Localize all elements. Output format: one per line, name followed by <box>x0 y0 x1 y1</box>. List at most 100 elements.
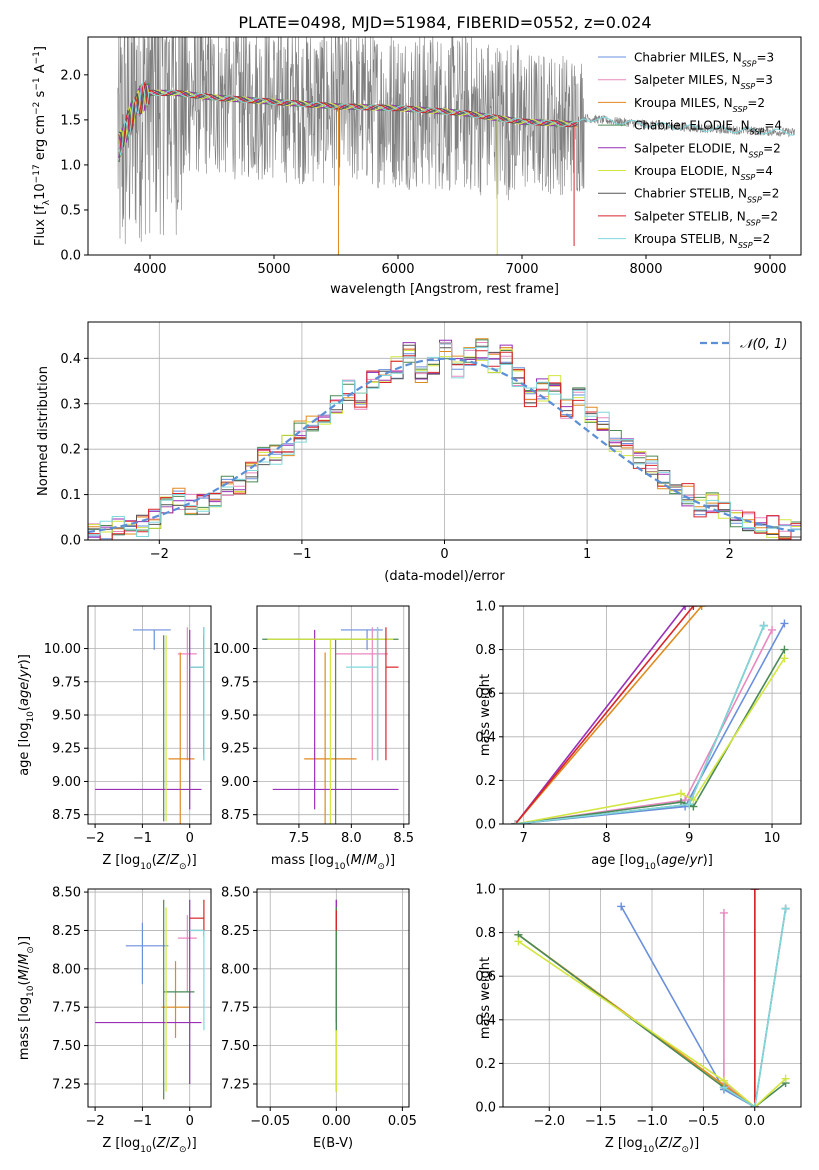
y-tick-label: 8.00 <box>221 962 250 977</box>
legend-entry: Kroupa ELODIE, NSSP=4 <box>634 164 773 182</box>
x-tick-label: −1 <box>292 547 311 562</box>
x-tick-label: −1 <box>133 831 152 846</box>
label-part: Z <box>672 1136 683 1151</box>
figure-title: PLATE=0498, MJD=51984, FIBERID=0552, z=0… <box>238 13 651 32</box>
y-tick-label: 7.75 <box>221 1001 250 1016</box>
y-tick-label: 2.0 <box>60 68 81 83</box>
panel-7: −0.05 0.00 0.05 7.25 7.50 7.75 8.00 8.25 8.50 E(B… <box>221 886 417 1151</box>
series-line <box>515 625 765 824</box>
series-chabrier-miles <box>617 902 759 1107</box>
y-tick-label: 9.50 <box>52 709 81 724</box>
legend-entry: Kroupa MILES, NSSP=2 <box>634 96 765 114</box>
label-part: Z [log <box>102 1136 140 1151</box>
label-part: Z <box>658 1136 669 1151</box>
x-tick-label: −1 <box>133 1114 152 1129</box>
label-part: M <box>366 853 377 868</box>
label-part: Flux [f <box>33 205 48 246</box>
label-part: ⊙ <box>179 862 187 872</box>
label-part: −1 <box>32 51 42 64</box>
y-tick-label: 0.0 <box>60 249 81 264</box>
label-part: ⊙ <box>681 1145 689 1155</box>
y-tick-label: 9.25 <box>221 742 250 757</box>
label-part: ( <box>152 853 157 868</box>
y-axis-label: Normed distribution <box>36 366 51 496</box>
normal-curve <box>88 357 799 534</box>
legend-text: Chabrier MILES, N <box>634 51 742 65</box>
label-part: 10 <box>334 862 346 872</box>
legend-sub: SSP <box>747 195 762 204</box>
x-axis-label: E(B-V) <box>313 1136 353 1151</box>
label-part: M <box>17 969 32 980</box>
label-part: −2 <box>32 102 42 115</box>
label-part: / <box>166 853 171 868</box>
label-part: )] <box>17 654 32 664</box>
x-axis-label: age [log10(age/yr)] <box>591 853 713 872</box>
legend-text: Salpeter MILES, N <box>634 73 741 87</box>
x-axis-label: Z [log10(Z/Z⊙)] <box>102 853 196 872</box>
series-marker <box>750 1103 759 1107</box>
legend-entry: Salpeter ELODIE, NSSP=2 <box>634 141 781 159</box>
label-part: ( <box>17 706 32 711</box>
histogram-kroupa-stelib <box>88 342 801 537</box>
y-tick-label: 0.4 <box>475 730 496 745</box>
errorbar-chabrier-stelib <box>189 627 205 761</box>
y-tick-label: 0.3 <box>60 397 81 412</box>
y-tick-label: 8.25 <box>52 924 81 939</box>
label-part: 10 <box>33 183 48 200</box>
label-part: age <box>661 853 685 868</box>
legend-entry: Salpeter MILES, NSSP=3 <box>634 73 773 91</box>
label-part: ⊙ <box>179 1145 187 1155</box>
legend-text: Salpeter STELIB, N <box>634 209 746 223</box>
errorbar-salpeter-miles <box>177 915 197 992</box>
y-tick-label: 9.00 <box>221 775 250 790</box>
legend-text: Kroupa STELIB, N <box>634 232 738 246</box>
errorbar-salpeter-miles <box>177 627 197 761</box>
legend-count: =2 <box>763 141 781 155</box>
label-part: )] <box>385 853 395 868</box>
y-tick-label: 0.4 <box>60 352 81 367</box>
label-part: M <box>17 954 32 965</box>
y-tick-label: 0.2 <box>475 1057 496 1072</box>
label-part: / <box>362 853 367 868</box>
series-marker <box>681 796 690 805</box>
label-part: ( <box>152 1136 157 1151</box>
series-marker <box>676 789 685 798</box>
series-line <box>514 606 703 824</box>
series-marker <box>781 904 790 913</box>
legend-sub: SSP <box>746 218 761 227</box>
label-part: age [log <box>591 853 644 868</box>
x-tick-label: 0 <box>440 547 448 562</box>
legend-entry: Chabrier ELODIE, NSSP=4 <box>634 119 782 137</box>
label-part: yr <box>689 853 705 868</box>
y-tick-label: 1.0 <box>60 158 81 173</box>
label-part: 10 <box>644 862 656 872</box>
y-tick-label: 1.0 <box>475 883 496 898</box>
label-part: Z [log <box>605 1136 643 1151</box>
errorbar-chabrier-miles <box>125 922 169 985</box>
y-tick-label: 0.2 <box>60 443 81 458</box>
series-marker <box>780 654 789 663</box>
label-part: A <box>33 64 48 77</box>
legend-count: =4 <box>755 164 773 178</box>
label-part: 10 <box>643 1145 655 1155</box>
errorbar-salpeter-stelib <box>189 899 205 937</box>
label-part: / <box>668 1136 673 1151</box>
y-tick-label: 8.75 <box>52 808 81 823</box>
y-tick-label: 0.5 <box>60 203 81 218</box>
legend-text: Chabrier STELIB, N <box>634 187 747 201</box>
label-part: s <box>33 90 48 101</box>
panel-6: −2 −1 07.257.507.758.008.258.50Z [log10(Z/… <box>17 886 212 1155</box>
label-part: )] <box>187 853 197 868</box>
legend-entry: Salpeter STELIB, NSSP=2 <box>634 209 778 227</box>
x-axis-label: wavelength [Angstrom, rest frame] <box>330 282 559 297</box>
x-tick-label: −2.0 <box>533 1114 565 1129</box>
y-tick-label: 0.8 <box>475 643 496 658</box>
y-axis-label: mass [log10(M/M⊙)] <box>17 936 36 1060</box>
label-part: −17 <box>32 164 42 183</box>
label-part: ] <box>33 46 48 51</box>
panel-8: −2.0 −1.5 −1.0 −0.5 0.0 0.0 0.2 0.4 0.6 0.8 1.0 Z [… <box>475 883 802 1155</box>
x-tick-label: 9 <box>685 831 693 846</box>
label-part: age [log <box>17 723 32 776</box>
series-marker <box>780 619 789 628</box>
legend-sub: SSP <box>738 241 753 250</box>
